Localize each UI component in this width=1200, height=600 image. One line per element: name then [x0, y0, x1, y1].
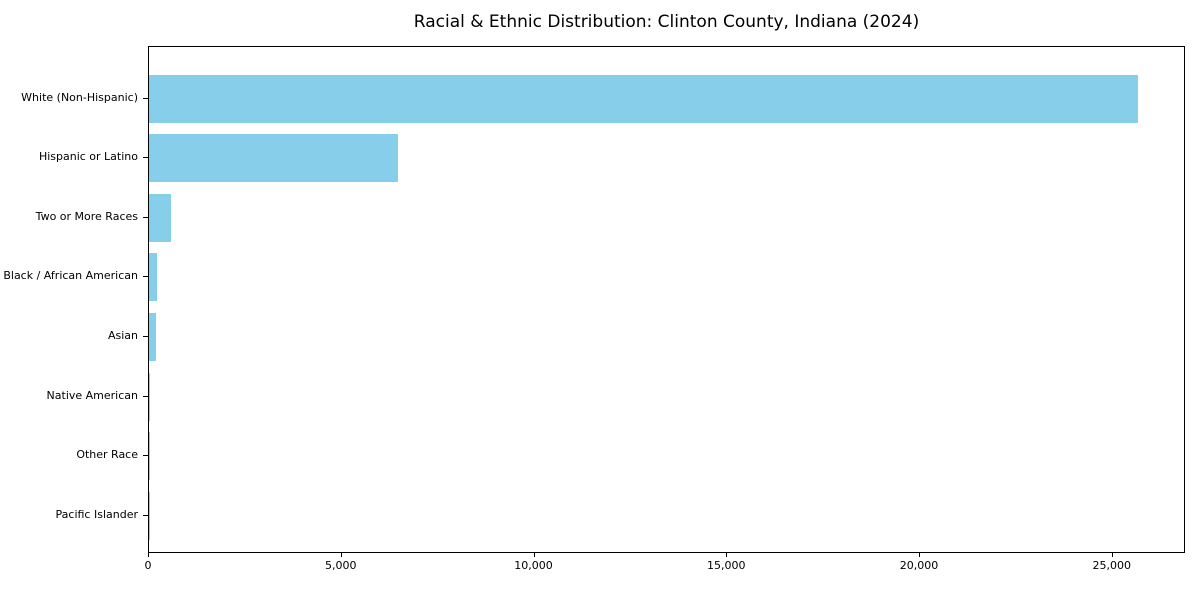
x-tick-label: 5,000	[325, 559, 357, 572]
x-tick-label: 0	[144, 559, 152, 572]
plot-area	[148, 46, 1185, 553]
y-tick-mark	[143, 455, 148, 457]
y-tick-label: Other Race	[76, 448, 138, 462]
bar-white-non-hispanic	[149, 74, 1138, 123]
x-tick-mark	[340, 553, 342, 557]
y-tick-mark	[143, 335, 148, 337]
y-tick-label: White (Non-Hispanic)	[21, 90, 138, 104]
x-tick-mark	[726, 553, 728, 557]
y-tick-label: Pacific Islander	[55, 507, 138, 521]
x-tick-mark	[533, 553, 535, 557]
x-tick-label: 15,000	[707, 559, 746, 572]
y-tick-mark	[143, 97, 148, 99]
y-tick-mark	[143, 216, 148, 218]
x-tick-label: 10,000	[514, 559, 553, 572]
bar-hispanic-or-latino	[149, 134, 398, 183]
chart-title: Racial & Ethnic Distribution: Clinton Co…	[413, 12, 920, 32]
bar-native-american	[149, 372, 150, 421]
y-tick-mark	[143, 276, 148, 278]
x-tick-mark	[148, 553, 149, 557]
bar-black-african-american	[149, 253, 158, 302]
y-tick-label: Asian	[107, 328, 138, 342]
y-tick-label: Native American	[46, 388, 138, 402]
bar-asian	[149, 312, 156, 361]
y-tick-mark	[143, 157, 148, 159]
bar-two-or-more-races	[149, 193, 172, 242]
y-tick-mark	[143, 395, 148, 397]
y-tick-label: Hispanic or Latino	[38, 150, 138, 164]
x-tick-mark	[919, 553, 920, 557]
x-tick-mark	[1111, 553, 1113, 557]
x-tick-label: 20,000	[899, 559, 939, 572]
x-tick-label: 25,000	[1092, 559, 1132, 572]
y-tick-label: Two or More Races	[35, 209, 138, 223]
y-tick-mark	[143, 514, 148, 516]
y-tick-label: Black / African American	[3, 269, 138, 283]
